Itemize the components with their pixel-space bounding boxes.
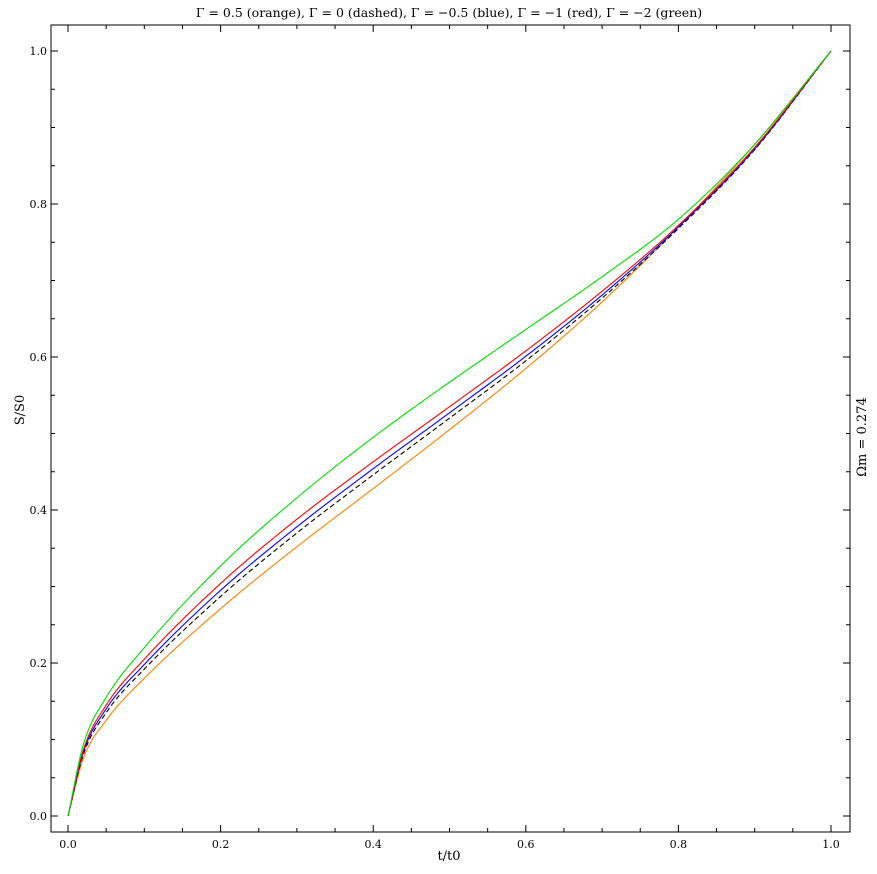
y-tick-label: 0.6 <box>30 351 48 364</box>
ticks-layer: 0.0 0.2 0.4 0.6 0.8 1.0 0.0 0.2 0.4 0.6 0.8 1.0 <box>30 25 850 851</box>
series-line-3 <box>67 50 832 817</box>
right-annotation: Ωm = 0.274 <box>855 397 870 476</box>
series-line-5 <box>67 50 832 817</box>
plot-frame <box>50 24 851 833</box>
series-layer <box>67 50 832 817</box>
x-tick-label: 0.0 <box>59 838 77 851</box>
series-line-4 <box>67 50 832 817</box>
y-tick-label: 0.0 <box>30 810 48 823</box>
x-tick-label: 1.0 <box>822 838 840 851</box>
y-tick-label: 0.2 <box>30 657 48 670</box>
y-tick-label: 1.0 <box>30 45 48 58</box>
x-axis-label: t/t0 <box>437 849 460 864</box>
x-tick-label: 0.8 <box>670 838 688 851</box>
y-tick-label: 0.4 <box>30 504 48 517</box>
x-tick-label: 0.6 <box>517 838 535 851</box>
x-tick-label: 0.2 <box>212 838 230 851</box>
y-axis-label: S/S0 <box>13 395 28 425</box>
x-tick-label: 0.4 <box>364 838 382 851</box>
chart-title: Γ = 0.5 (orange), Γ = 0 (dashed), Γ = −0… <box>196 5 702 20</box>
y-tick-label: 0.8 <box>30 198 48 211</box>
